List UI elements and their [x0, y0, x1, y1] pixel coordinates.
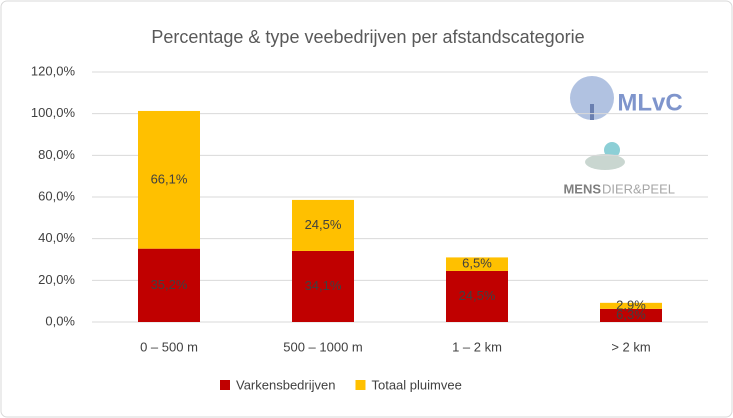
- legend-swatch: [220, 380, 230, 390]
- logo-sub1: MENS: [563, 181, 601, 196]
- y-tick-label: 80,0%: [38, 147, 75, 162]
- bar-segment: [446, 257, 508, 271]
- data-label: 24,5%: [459, 288, 496, 303]
- legend-swatch: [355, 380, 366, 390]
- logo-tree: [570, 76, 614, 120]
- x-tick-label: 0 – 500 m: [140, 339, 198, 354]
- y-tick-label: 100,0%: [31, 105, 76, 120]
- logo-animal: [585, 154, 625, 170]
- x-tick-label: 500 – 1000 m: [283, 339, 363, 354]
- data-label: 34,1%: [305, 278, 342, 293]
- data-label: 2,9%: [616, 297, 646, 312]
- data-label: 6,3%: [616, 307, 646, 322]
- legend-label: Totaal pluimvee: [371, 377, 461, 392]
- chart-title: Percentage & type veebedrijven per afsta…: [151, 27, 584, 47]
- legend-label: Varkensbedrijven: [236, 377, 335, 392]
- logo-figure: [604, 142, 620, 158]
- y-tick-label: 20,0%: [38, 272, 75, 287]
- y-tick-label: 40,0%: [38, 230, 75, 245]
- x-tick-label: > 2 km: [611, 339, 650, 354]
- data-label: 66,1%: [151, 171, 188, 186]
- bar-segment: [292, 199, 354, 251]
- data-label: 35,2%: [151, 277, 188, 292]
- logo-trunk: [590, 104, 594, 120]
- logo-sub2: DIER&PEEL: [602, 181, 675, 196]
- logo: MLvC MENS DIER&PEEL: [563, 76, 683, 196]
- logo-name: MLvC: [617, 89, 682, 116]
- bar-segment: [292, 250, 354, 322]
- bar-segment: [138, 248, 200, 322]
- y-tick-label: 60,0%: [38, 188, 75, 203]
- bar-segment: [600, 308, 662, 322]
- data-label: 6,5%: [462, 256, 492, 271]
- bar-segment: [138, 110, 200, 249]
- bar-segment: [446, 270, 508, 322]
- y-tick-label: 120,0%: [31, 63, 76, 78]
- x-tick-label: 1 – 2 km: [452, 339, 502, 354]
- y-tick-label: 0,0%: [45, 313, 75, 328]
- data-label: 24,5%: [305, 217, 342, 232]
- bar-segment: [600, 302, 662, 309]
